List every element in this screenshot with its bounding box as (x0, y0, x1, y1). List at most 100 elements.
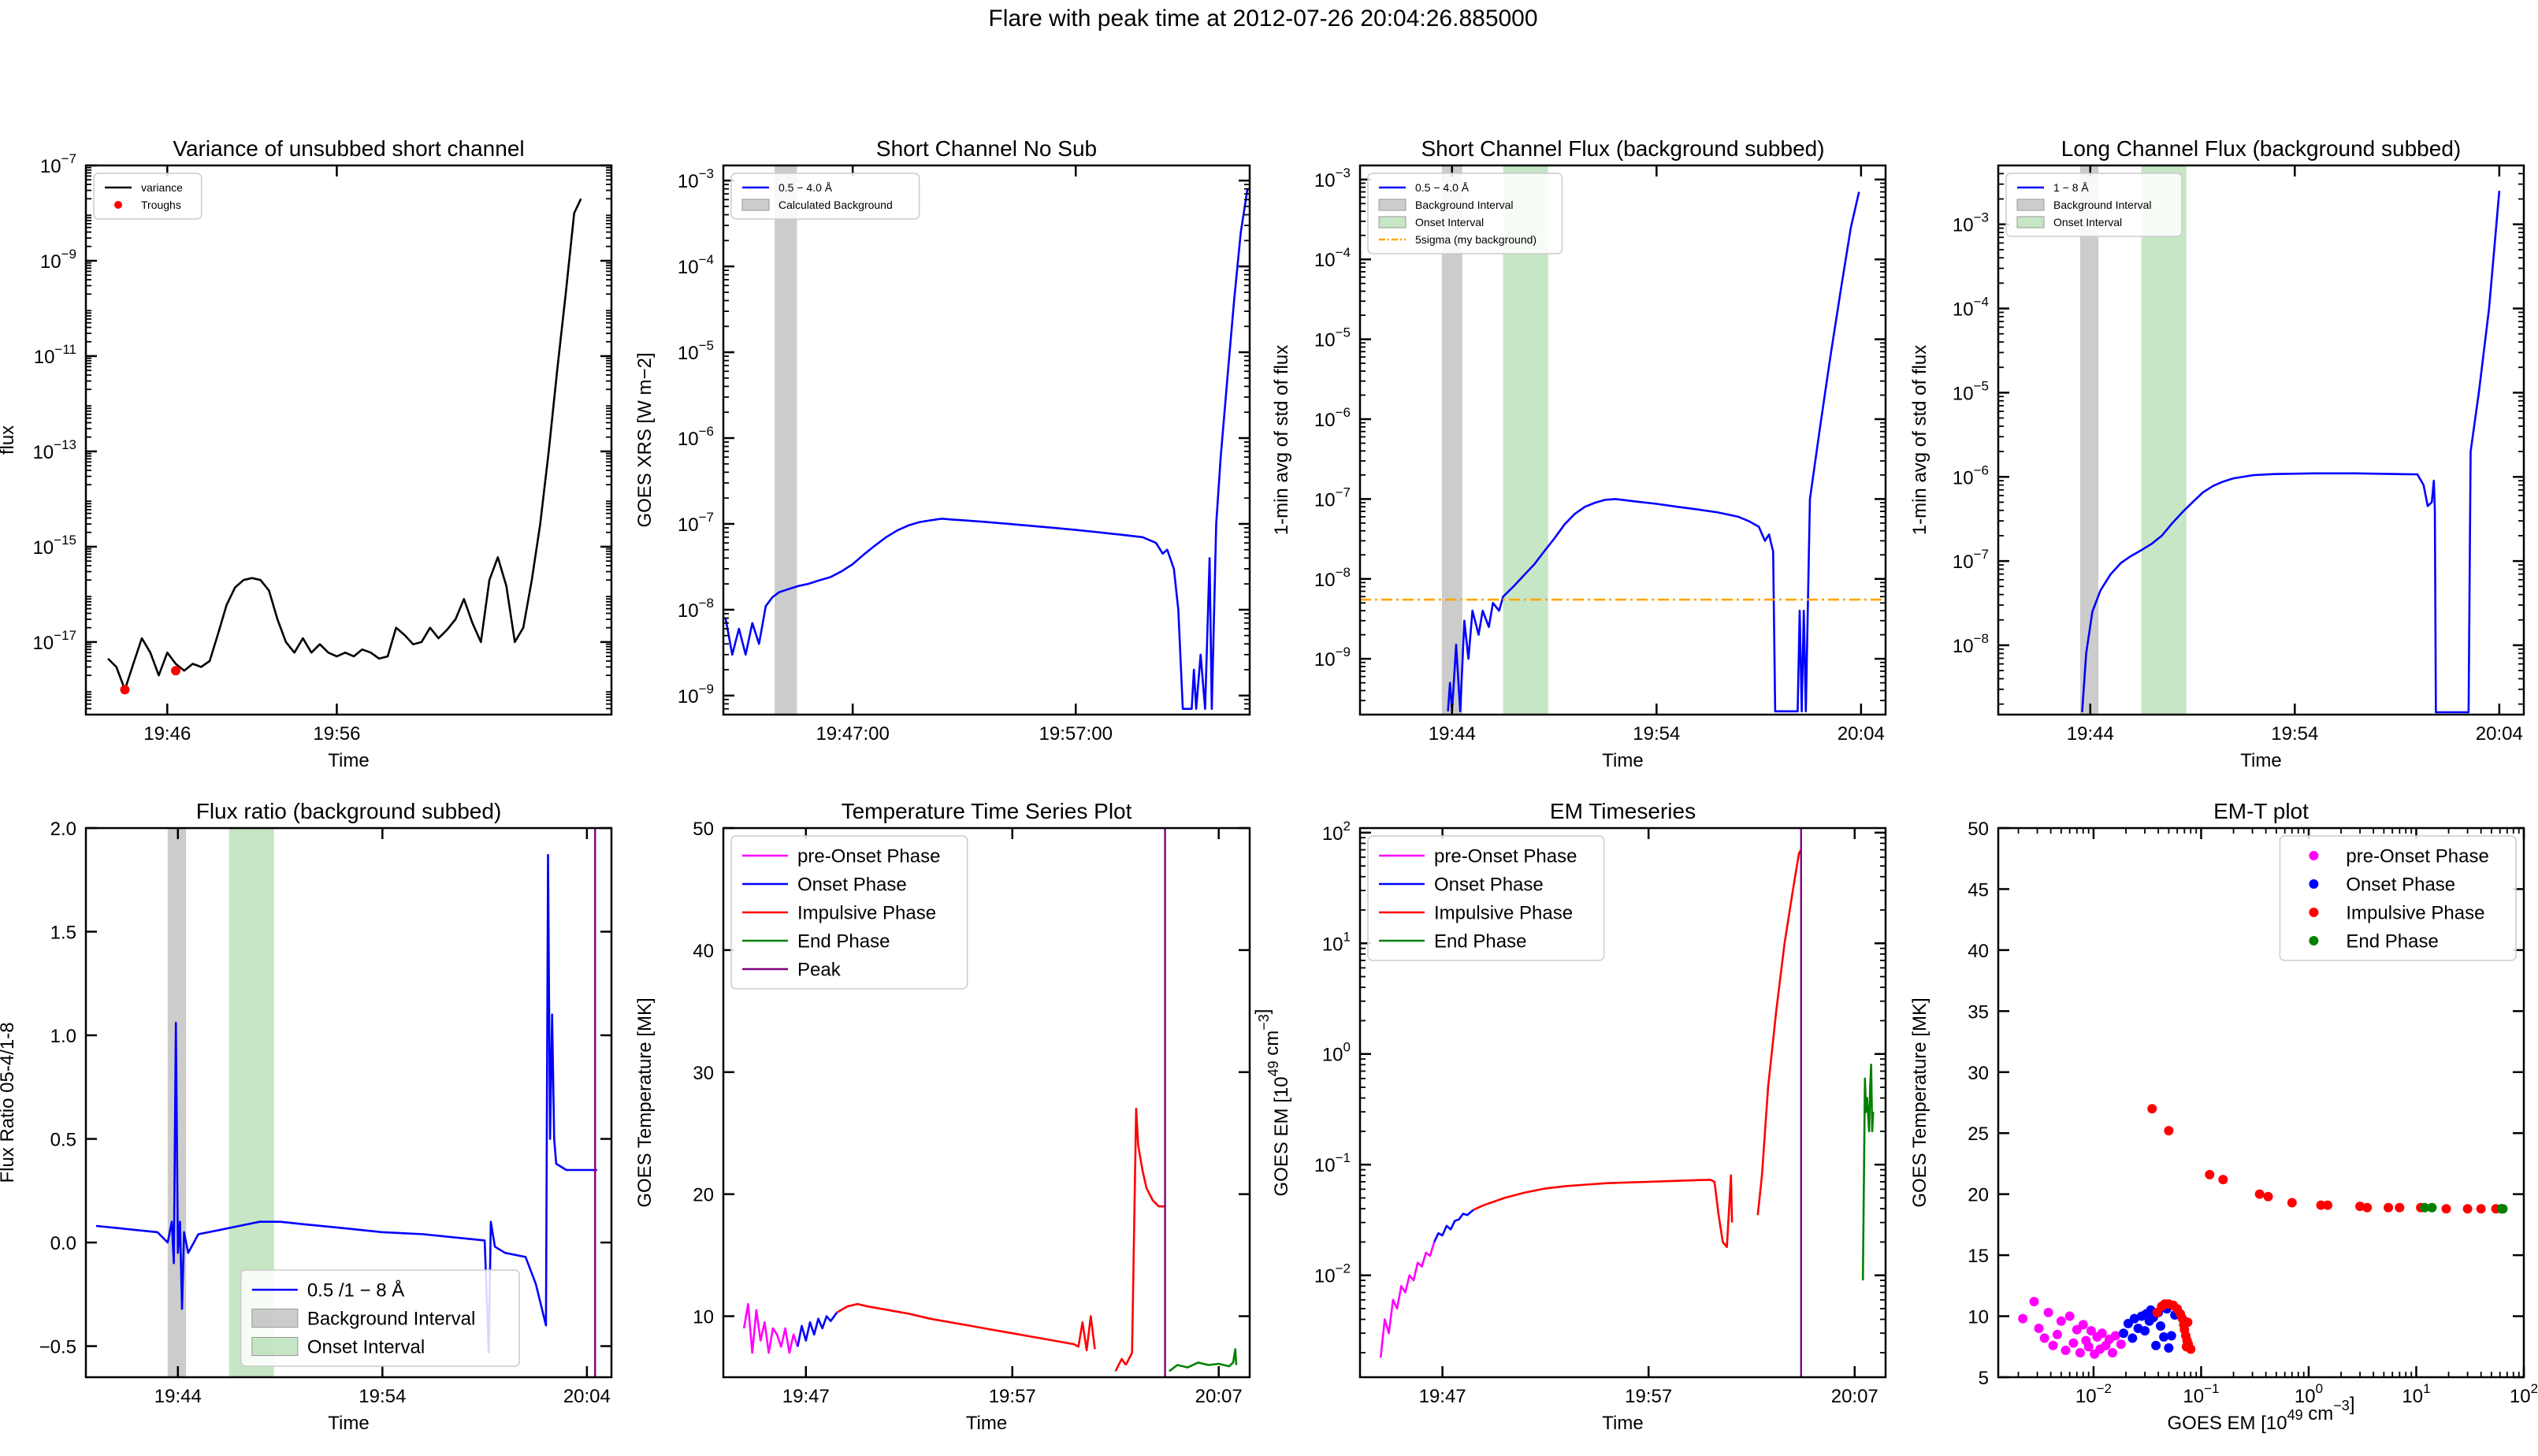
y-tick-label: 50 (693, 819, 714, 840)
x-tick-label: 20:07 (1195, 1386, 1243, 1407)
legend: variance Troughs (93, 173, 203, 220)
y-axis-label: 1-min avg of std of flux (1909, 345, 1930, 535)
legend-box (240, 1269, 520, 1367)
legend-label: End Phase (2346, 931, 2438, 953)
x-tick-label: 20:07 (1831, 1386, 1878, 1407)
subplot-p5: 19:44 19:54 20:04 −0.5 0.0 0.5 1.0 1.5 2.0 Flux r… (0, 799, 613, 1434)
point-impulsive-phase-16 (2147, 1104, 2157, 1114)
point-pre-onset-phase-3 (2039, 1333, 2049, 1343)
legend-label: Troughs (141, 199, 181, 211)
legend-entry-onset-phase: Onset Phase (1379, 875, 1544, 896)
series-line-impulsive-phase-3 (1114, 1358, 1127, 1372)
x-tick-label: 19:56 (313, 723, 360, 745)
y-tick-label: 40 (693, 941, 714, 962)
y-tick-label: 1.5 (50, 923, 76, 944)
x-tick-label: 101 (2402, 1381, 2430, 1407)
y-tick-label: 5 (1979, 1368, 1989, 1389)
legend-entry-1-8: 1 − 8 Å (2017, 181, 2089, 194)
x-tick-label: 10−2 (2075, 1381, 2112, 1407)
series-line-variance (107, 198, 582, 691)
legend-entry-calculated-background: Calculated Background (741, 199, 893, 211)
shaded-interval-1 (2141, 165, 2187, 715)
y-tick-label: 10 (1968, 1307, 1989, 1328)
legend-patch-swatch (1378, 199, 1406, 211)
shaded-interval-1 (1503, 165, 1548, 715)
y-tick-label: 10−5 (678, 338, 714, 364)
x-tick-label: 100 (2295, 1381, 2323, 1407)
point-impulsive-phase-22 (2287, 1198, 2297, 1208)
legend: 0.5 − 4.0 Å Background Interval Onset Inte… (1367, 173, 1563, 254)
plot-area (1360, 165, 1886, 715)
y-tick-label: 10−13 (32, 437, 76, 463)
point-impulsive-phase-28 (2395, 1202, 2405, 1213)
point-pre-onset-phase-8 (2060, 1345, 2071, 1355)
shaded-interval-0 (2079, 165, 2099, 715)
legend-entry-onset-interval: Onset Interval (2016, 216, 2122, 228)
point-pre-onset-phase-4 (2043, 1307, 2053, 1317)
y-tick-label: 35 (1968, 1001, 1989, 1023)
y-tick-label: 10−9 (40, 247, 76, 273)
point-impulsive-phase-24 (2323, 1200, 2333, 1210)
y-tick-label: 20 (1968, 1185, 1989, 1206)
legend-entry-end-phase: End Phase (1379, 931, 1526, 953)
series-line-onset-phase (1433, 1209, 1474, 1242)
x-tick-label: 19:47 (1419, 1386, 1466, 1407)
y-axis-label: GOES Temperature [MK] (1909, 997, 1930, 1207)
point-onset-phase-17 (2166, 1331, 2176, 1341)
series-line-onset-phase (797, 1312, 838, 1347)
x-tick-label: 19:47 (782, 1386, 830, 1407)
legend-label: 0.5 − 4.0 Å (1415, 181, 1470, 194)
y-tick-label: 10−4 (1314, 245, 1351, 271)
x-tick-label: 19:44 (2067, 723, 2114, 745)
point-impulsive-phase-23 (2316, 1200, 2326, 1210)
legend-box (730, 173, 920, 220)
point-pre-onset-phase-6 (2052, 1329, 2062, 1339)
legend-label: pre-Onset Phase (797, 846, 940, 867)
legend-marker-swatch (114, 201, 122, 209)
legend-label: 0.5 /1 − 8 Å (307, 1280, 404, 1302)
legend-label: variance (141, 181, 183, 194)
point-onset-phase-6 (2140, 1326, 2150, 1336)
legend-box (1367, 173, 1563, 254)
x-axis-label: Time (1602, 750, 1643, 771)
legend-patch-swatch (1378, 216, 1406, 228)
legend-label: pre-Onset Phase (1434, 846, 1577, 867)
shaded-interval-0 (775, 165, 797, 715)
shaded-interval-0 (1441, 165, 1462, 715)
legend-label: Background Interval (307, 1309, 475, 1330)
series-line-0-5-4-0 (724, 188, 1249, 710)
point-pre-onset-phase-12 (2075, 1348, 2085, 1358)
x-tick-label: 20:04 (563, 1386, 611, 1407)
x-axis-label: Time (328, 1413, 369, 1434)
point-pre-onset-phase-16 (2086, 1326, 2096, 1336)
tick-marks (86, 164, 611, 715)
y-tick-label: 2.0 (50, 819, 76, 840)
legend-entry-pre-onset-phase: pre-Onset Phase (742, 846, 940, 867)
point-pre-onset-phase-7 (2056, 1316, 2066, 1326)
figure-title: Flare with peak time at 2012-07-26 20:04… (988, 6, 1537, 32)
subplot-p7: 19:47 19:57 20:07 10−2 10−1 100 101 102 EM Times… (1252, 799, 1887, 1434)
y-tick-label: 20 (693, 1185, 714, 1206)
legend-label: Impulsive Phase (797, 903, 936, 924)
legend-label: Onset Phase (797, 875, 907, 896)
legend-entry-onset-interval: Onset Interval (251, 1337, 425, 1358)
y-axis-label: Flux Ratio 05-4/1-8 (0, 1022, 18, 1183)
y-axis-label: flux (0, 425, 18, 455)
legend: pre-Onset Phase Onset Phase Impulsive Phas… (730, 835, 968, 990)
axes-frame (84, 164, 613, 716)
subplot-title: Variance of unsubbed short channel (173, 136, 524, 161)
subplot-title: Flux ratio (background subbed) (196, 799, 502, 823)
legend-marker-swatch (2309, 908, 2319, 917)
series-line-impulsive-phase-2 (1124, 1107, 1165, 1366)
point-pre-onset-phase-1 (2029, 1296, 2039, 1306)
x-tick-label: 19:54 (359, 1386, 406, 1407)
x-axis-label: Time (1602, 1413, 1643, 1434)
point-impulsive-phase-26 (2362, 1202, 2373, 1213)
point-pre-onset-phase-25 (2116, 1339, 2126, 1350)
legend-entry-impulsive-phase: Impulsive Phase (2309, 903, 2484, 924)
y-tick-label: 10−6 (1314, 405, 1351, 431)
subplot-title: Short Channel No Sub (876, 136, 1097, 161)
legend-entry-variance: variance (105, 181, 183, 194)
legend-entry-0-5-4-0: 0.5 − 4.0 Å (742, 181, 833, 194)
